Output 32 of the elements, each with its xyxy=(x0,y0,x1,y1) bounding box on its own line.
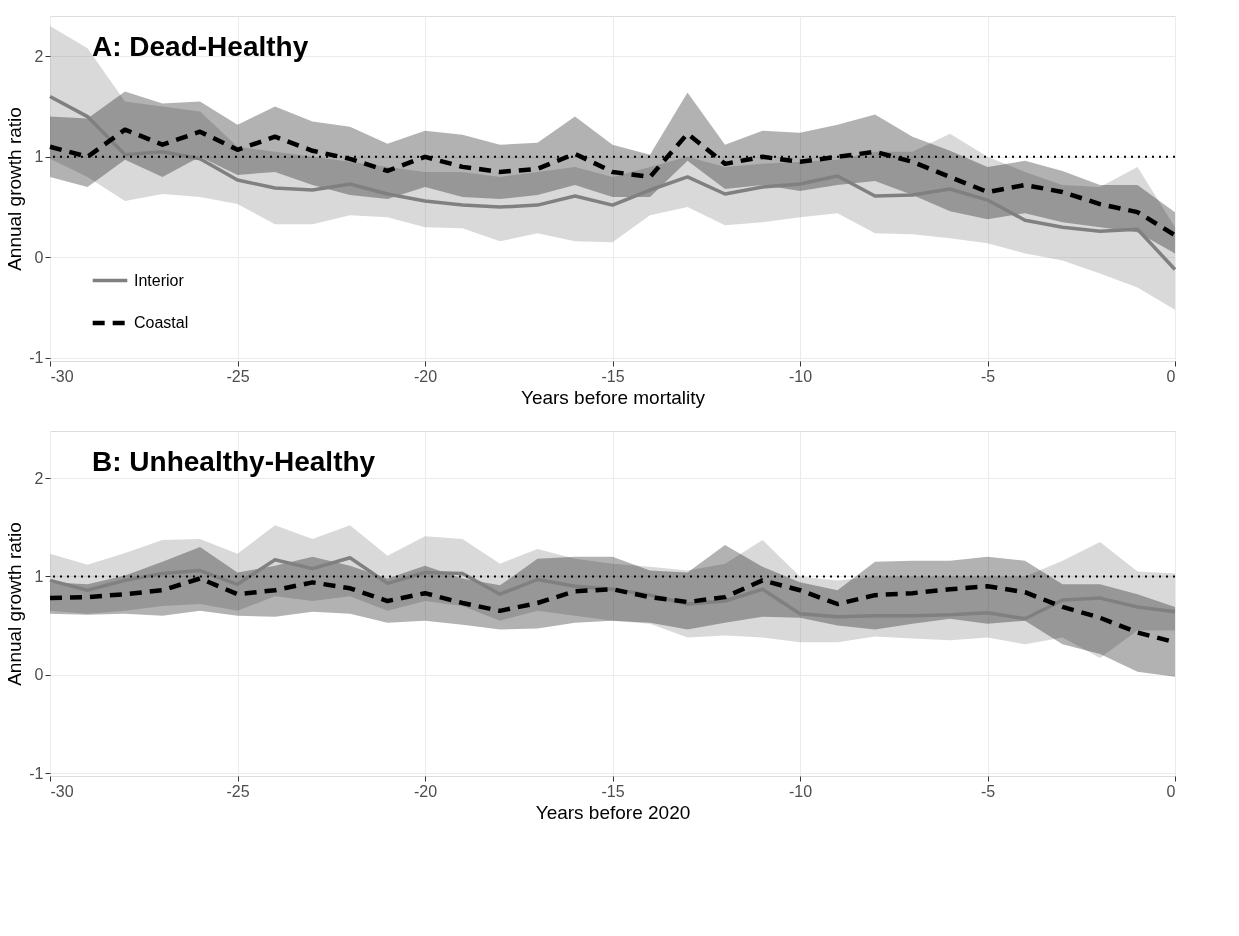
x-tick-label: -10 xyxy=(788,367,813,385)
y-tick-label: 2 xyxy=(34,47,44,65)
y-tick-label: 0 xyxy=(34,248,44,266)
x-tick-label: -10 xyxy=(788,782,813,800)
line-series xyxy=(48,556,1177,621)
legend-label: Coastal xyxy=(134,314,189,331)
y-tick-label: -1 xyxy=(29,764,44,782)
x-tick-label: -25 xyxy=(226,782,250,800)
y-tick-label: 2 xyxy=(34,469,44,487)
x-tick-label: 0 xyxy=(1166,782,1176,800)
x-tick-label: -5 xyxy=(980,782,996,800)
x-tick-label: -15 xyxy=(601,367,625,385)
y-tick-label: -1 xyxy=(29,349,44,367)
legend-label: Interior xyxy=(134,271,185,289)
x-axis-title: Years before 2020 xyxy=(535,801,691,823)
x-tick-label: -15 xyxy=(601,782,625,800)
x-tick-label: 0 xyxy=(1166,367,1176,385)
y-tick-label: 1 xyxy=(34,148,44,166)
x-axis-title: Years before mortality xyxy=(520,386,706,408)
line-series xyxy=(47,127,1178,238)
text: A: Dead-Healthy xyxy=(92,31,309,62)
x-tick-label: -20 xyxy=(413,367,438,385)
y-tick-label: 0 xyxy=(34,666,44,684)
x-tick-label: -30 xyxy=(50,367,74,385)
x-tick-label: -30 xyxy=(50,782,74,800)
text: B: Unhealthy-Healthy xyxy=(92,446,376,477)
y-axis-title: Annual growth ratio xyxy=(4,522,26,686)
x-tick-label: -20 xyxy=(413,782,438,800)
y-axis-title: Annual growth ratio xyxy=(4,107,26,271)
y-tick-label: 1 xyxy=(34,567,44,585)
x-tick-label: -25 xyxy=(226,367,250,385)
x-tick-label: -5 xyxy=(980,367,996,385)
